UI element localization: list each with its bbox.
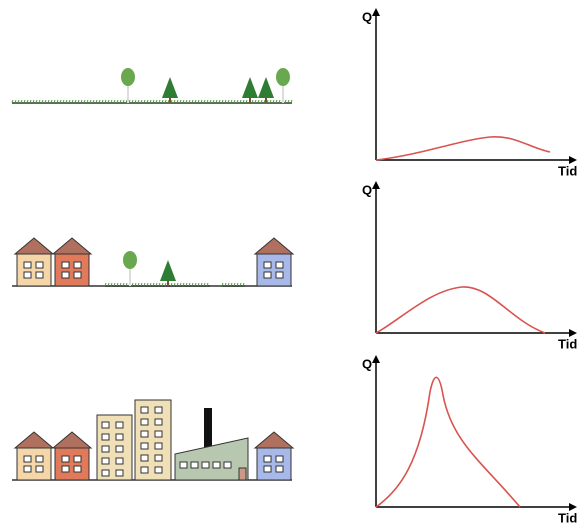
window xyxy=(102,470,109,476)
window xyxy=(264,272,271,278)
window xyxy=(102,434,109,440)
diagram: Q Tid Q Tid Q Tid xyxy=(0,0,579,528)
hydrograph-curve xyxy=(376,137,550,160)
window xyxy=(264,456,271,462)
window xyxy=(276,262,283,268)
window xyxy=(141,419,148,425)
chimney xyxy=(204,408,212,448)
x-axis-label: Tid xyxy=(558,510,577,525)
roof xyxy=(15,238,53,254)
window xyxy=(62,456,69,462)
window xyxy=(74,466,81,472)
window xyxy=(276,272,283,278)
window xyxy=(141,443,148,449)
window xyxy=(155,431,162,437)
window xyxy=(155,467,162,473)
house xyxy=(257,448,291,480)
window xyxy=(102,446,109,452)
house xyxy=(257,254,291,286)
house xyxy=(17,448,51,480)
window xyxy=(116,422,123,428)
window xyxy=(102,458,109,464)
window xyxy=(36,466,43,472)
door xyxy=(239,468,246,480)
window xyxy=(36,456,43,462)
tree-crown xyxy=(162,77,178,98)
window xyxy=(264,466,271,472)
window xyxy=(36,272,43,278)
window xyxy=(141,407,148,413)
window xyxy=(180,462,187,468)
roof xyxy=(255,238,293,254)
window xyxy=(74,272,81,278)
window xyxy=(36,262,43,268)
x-axis-label: Tid xyxy=(558,163,577,178)
window xyxy=(116,458,123,464)
window xyxy=(102,422,109,428)
window xyxy=(74,262,81,268)
house xyxy=(55,254,89,286)
window xyxy=(213,462,220,468)
window xyxy=(24,466,31,472)
y-axis-label: Q xyxy=(362,9,372,24)
window xyxy=(62,272,69,278)
tree-crown xyxy=(276,68,290,86)
window xyxy=(141,467,148,473)
window xyxy=(74,456,81,462)
window xyxy=(155,407,162,413)
roof xyxy=(15,432,53,448)
window xyxy=(141,431,148,437)
window xyxy=(276,466,283,472)
window xyxy=(155,443,162,449)
window xyxy=(24,456,31,462)
window xyxy=(191,462,198,468)
window xyxy=(24,272,31,278)
tree-crown xyxy=(242,77,258,98)
roof xyxy=(53,238,91,254)
tree-crown xyxy=(258,77,274,98)
window xyxy=(155,419,162,425)
y-axis-label: Q xyxy=(362,356,372,371)
house xyxy=(17,254,51,286)
window xyxy=(62,466,69,472)
tree-crown xyxy=(121,68,135,86)
window xyxy=(62,262,69,268)
window xyxy=(202,462,209,468)
window xyxy=(24,262,31,268)
hydrograph-curve xyxy=(376,287,545,333)
hydrograph-curve xyxy=(376,377,520,507)
y-axis-label: Q xyxy=(362,182,372,197)
window xyxy=(116,446,123,452)
window xyxy=(264,262,271,268)
roof xyxy=(255,432,293,448)
window xyxy=(116,434,123,440)
building xyxy=(135,400,171,480)
tree-crown xyxy=(160,260,176,281)
window xyxy=(141,455,148,461)
x-axis-label: Tid xyxy=(558,336,577,351)
window xyxy=(116,470,123,476)
page: {"panels": [ {"y_label": "Q", "x_label":… xyxy=(0,0,579,528)
window xyxy=(155,455,162,461)
house xyxy=(55,448,89,480)
roof xyxy=(53,432,91,448)
window xyxy=(276,456,283,462)
tree-crown xyxy=(123,251,137,269)
window xyxy=(224,462,231,468)
